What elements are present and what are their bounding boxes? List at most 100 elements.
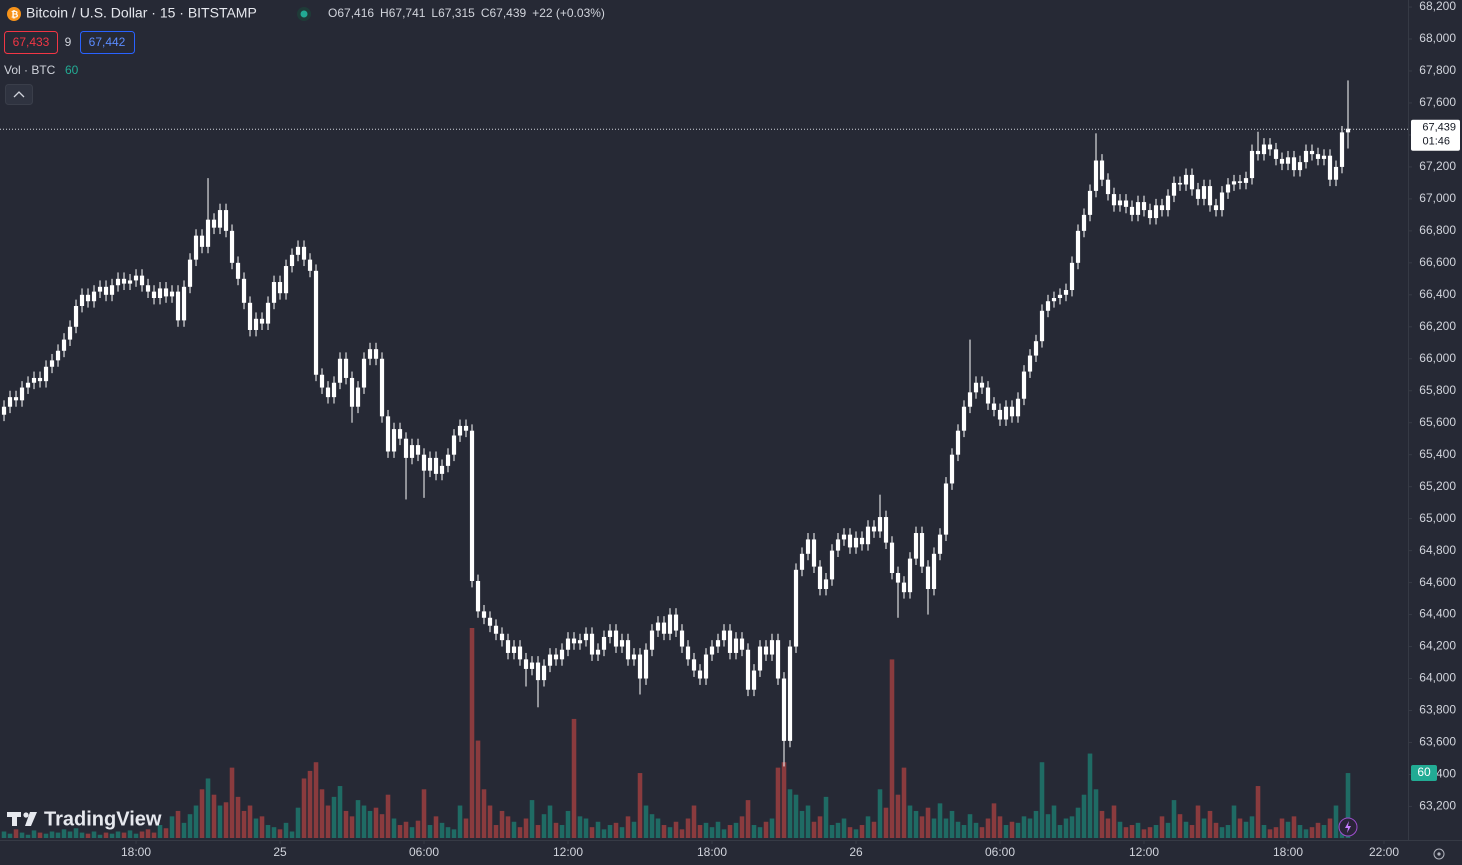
candle-body [601, 636, 607, 650]
volume-bar [925, 807, 931, 838]
settings-icon[interactable] [1433, 848, 1445, 860]
candle-body [385, 416, 391, 452]
volume-bar [859, 825, 865, 838]
volume-bar [463, 818, 469, 838]
market-status-dot [300, 10, 308, 18]
volume-bar [1057, 825, 1063, 838]
volume-bar [349, 816, 355, 838]
coin-icon-glyph: ₿ [11, 9, 18, 19]
candle-body [637, 654, 643, 679]
candle-body [439, 465, 445, 474]
candle-body [775, 640, 781, 679]
candle-body [25, 382, 31, 388]
collapse-button[interactable] [5, 84, 33, 105]
volume-bar [451, 829, 457, 838]
candle-body [1159, 205, 1165, 211]
volume-bar [793, 794, 799, 838]
candle-body [1273, 149, 1279, 159]
candle-body [793, 569, 799, 647]
candle-body [715, 640, 721, 647]
volume-bar [445, 827, 451, 838]
volume-bar [985, 818, 991, 838]
volume-bar [595, 821, 601, 838]
candle-body [7, 397, 13, 407]
volume-bar [631, 821, 637, 838]
candle-body [259, 318, 265, 324]
watermark-logo: TradingView [7, 808, 162, 830]
volume-bar [619, 827, 625, 838]
volume-bar [235, 796, 241, 838]
volume-bar [55, 832, 61, 838]
candle-body [373, 349, 379, 359]
volume-bar [43, 833, 49, 838]
volume-bar [31, 830, 37, 838]
volume-bar [763, 821, 769, 838]
candle-body [349, 377, 355, 407]
volume-bar [901, 767, 907, 838]
candle-body [475, 580, 481, 612]
volume-bar [613, 822, 619, 838]
volume-bar [469, 628, 475, 838]
candle-body [631, 654, 637, 660]
candle-body [355, 387, 361, 407]
candle-body [331, 382, 337, 398]
symbol-title[interactable]: Bitcoin / U.S. Dollar · 15 · BITSTAMP [26, 5, 257, 21]
volume-bar [1309, 827, 1315, 838]
volume-bar [493, 825, 499, 838]
volume-bar [709, 827, 715, 838]
candle-body [1291, 157, 1297, 171]
volume-bar [1099, 810, 1105, 838]
candle-body [817, 566, 823, 589]
candle-body [577, 640, 583, 644]
ohlc-value: 67,315 [438, 6, 475, 20]
candle-body [721, 630, 727, 641]
volume-bar [1069, 816, 1075, 838]
candle-body [1027, 355, 1033, 372]
y-tick-label: 65,200 [1419, 479, 1456, 493]
volume-bar [397, 825, 403, 838]
y-tick-label: 68,200 [1419, 0, 1456, 13]
candle-body [835, 539, 841, 551]
volume-bar [175, 810, 181, 838]
volume-bar [571, 718, 577, 838]
volume-bar [475, 740, 481, 838]
candle-body [1345, 128, 1351, 133]
candle-body [145, 285, 151, 292]
sell-button[interactable] [4, 31, 58, 54]
volume-bar [907, 805, 913, 838]
candle-body [493, 625, 499, 634]
candle-body [1177, 182, 1183, 185]
y-tick-label: 67,200 [1419, 159, 1456, 173]
volume-bar [1021, 816, 1027, 838]
volume-bar [259, 816, 265, 838]
buy-button[interactable] [80, 31, 135, 54]
volume-bar [67, 831, 73, 838]
candle-body [799, 553, 805, 570]
y-tick-label: 64,400 [1419, 607, 1456, 621]
x-tick-label: 12:00 [553, 845, 583, 859]
volume-bar [247, 805, 253, 838]
settings-icon-center [1437, 852, 1441, 856]
volume-bar [1129, 825, 1135, 838]
y-tick-label: 66,400 [1419, 287, 1456, 301]
volume-bar [433, 816, 439, 838]
volume-bar [871, 821, 877, 838]
ask-price[interactable]: 67,442 [89, 35, 126, 49]
bid-price[interactable]: 67,433 [13, 35, 50, 49]
candle-body [67, 326, 73, 340]
coin-icon [7, 7, 21, 21]
volume-bar [427, 825, 433, 838]
spread: 9 [65, 35, 72, 49]
candle-body [445, 454, 451, 466]
y-tick-label: 66,200 [1419, 319, 1456, 333]
candle-body [1099, 160, 1105, 180]
candle-body [1003, 406, 1009, 420]
volume-bar [541, 814, 547, 838]
candle-body [703, 654, 709, 679]
volume-bar [1135, 822, 1141, 838]
watermark-text: TradingView [44, 808, 162, 830]
volume-bar [523, 818, 529, 838]
volume-bar [1159, 816, 1165, 838]
volume-bar [481, 789, 487, 838]
candle-body [649, 630, 655, 650]
